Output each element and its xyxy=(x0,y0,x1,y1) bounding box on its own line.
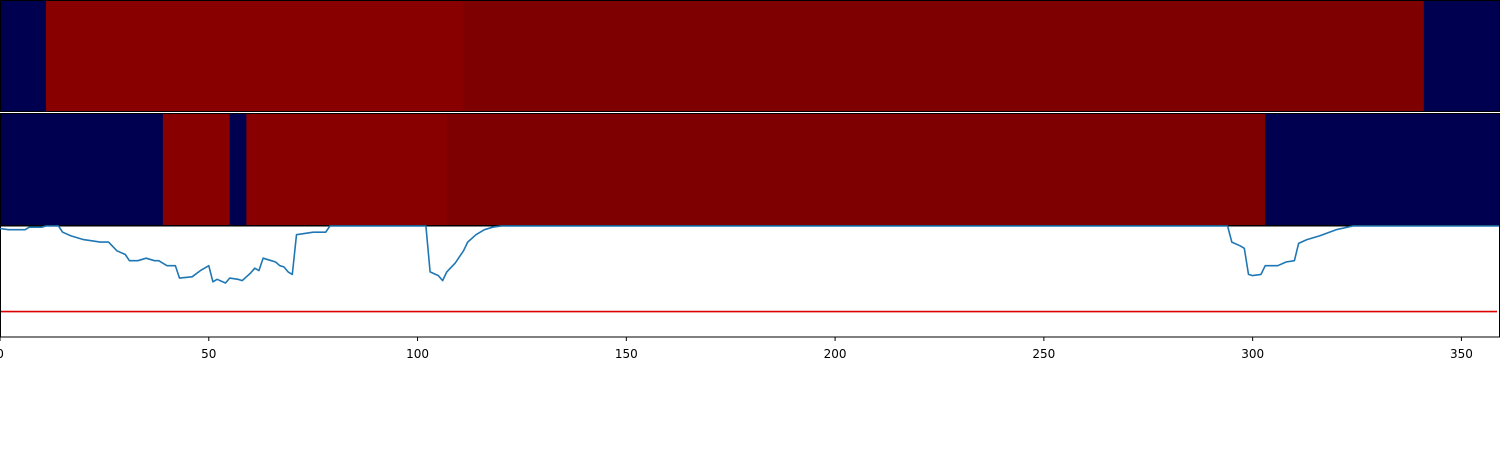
x-axis: 0 50 100 150 200 250 300 350 xyxy=(0,337,1473,361)
strip-2-segment-2 xyxy=(162,114,231,225)
x-tick-label: 300 xyxy=(1241,347,1264,361)
strip-1-segment-2 xyxy=(45,1,464,111)
x-tick-label: 100 xyxy=(406,347,429,361)
heatmap-strips xyxy=(0,0,1500,226)
strip-2-segment-1 xyxy=(0,114,164,225)
line-panel-frame xyxy=(0,225,1500,338)
x-tick-label: 0 xyxy=(0,347,4,361)
x-tick-label: 50 xyxy=(201,347,216,361)
x-tick-label: 350 xyxy=(1450,347,1473,361)
strip-1-segment-3 xyxy=(463,1,1425,111)
x-tick-label: 150 xyxy=(615,347,638,361)
strip-2-segment-3 xyxy=(229,114,247,225)
strip-1-segment-1 xyxy=(0,1,47,111)
x-tick-label: 200 xyxy=(824,347,847,361)
x-tick-label: 250 xyxy=(1032,347,1055,361)
strip-2-segment-6 xyxy=(1265,114,1500,225)
strip-2-segment-4 xyxy=(246,114,448,225)
strip-1-segment-4 xyxy=(1423,1,1500,111)
line-panel xyxy=(0,225,1500,338)
series-line xyxy=(0,225,1499,284)
strip-2-segment-5 xyxy=(446,114,1266,225)
